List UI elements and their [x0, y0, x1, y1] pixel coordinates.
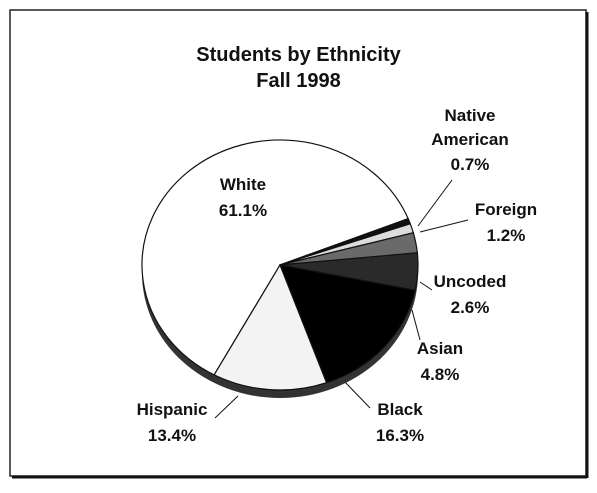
- pie-slice: [279, 264, 416, 384]
- slice-value-label: 61.1%: [218, 201, 268, 220]
- slice-value-label: 0.7%: [450, 155, 490, 174]
- pie-slice: [213, 263, 328, 391]
- slice-label: Hispanic: [136, 400, 208, 419]
- chart-subtitle: Fall 1998: [256, 70, 341, 92]
- slice-value-label: 2.6%: [450, 298, 490, 317]
- leader-line: [419, 219, 469, 233]
- chart-title: Students by Ethnicity: [196, 44, 401, 66]
- slice-value-label: 1.2%: [486, 226, 526, 245]
- leader-line: [344, 381, 371, 409]
- leader-line: [214, 395, 239, 419]
- slice-value-label: 4.8%: [420, 365, 460, 384]
- slice-label: Foreign: [474, 200, 538, 219]
- leader-line: [419, 281, 433, 291]
- pie-slice: [141, 139, 409, 376]
- leader-line: [411, 309, 421, 341]
- slice-label: White: [219, 175, 267, 194]
- slice-value-label: 13.4%: [147, 426, 197, 445]
- leader-line: [417, 179, 453, 227]
- slice-label: Native American: [431, 106, 509, 149]
- slice-value-label: 16.3%: [375, 426, 425, 445]
- slice-label: Asian: [416, 339, 464, 358]
- slice-label: Black: [377, 400, 423, 419]
- slice-label: Uncoded: [433, 272, 507, 291]
